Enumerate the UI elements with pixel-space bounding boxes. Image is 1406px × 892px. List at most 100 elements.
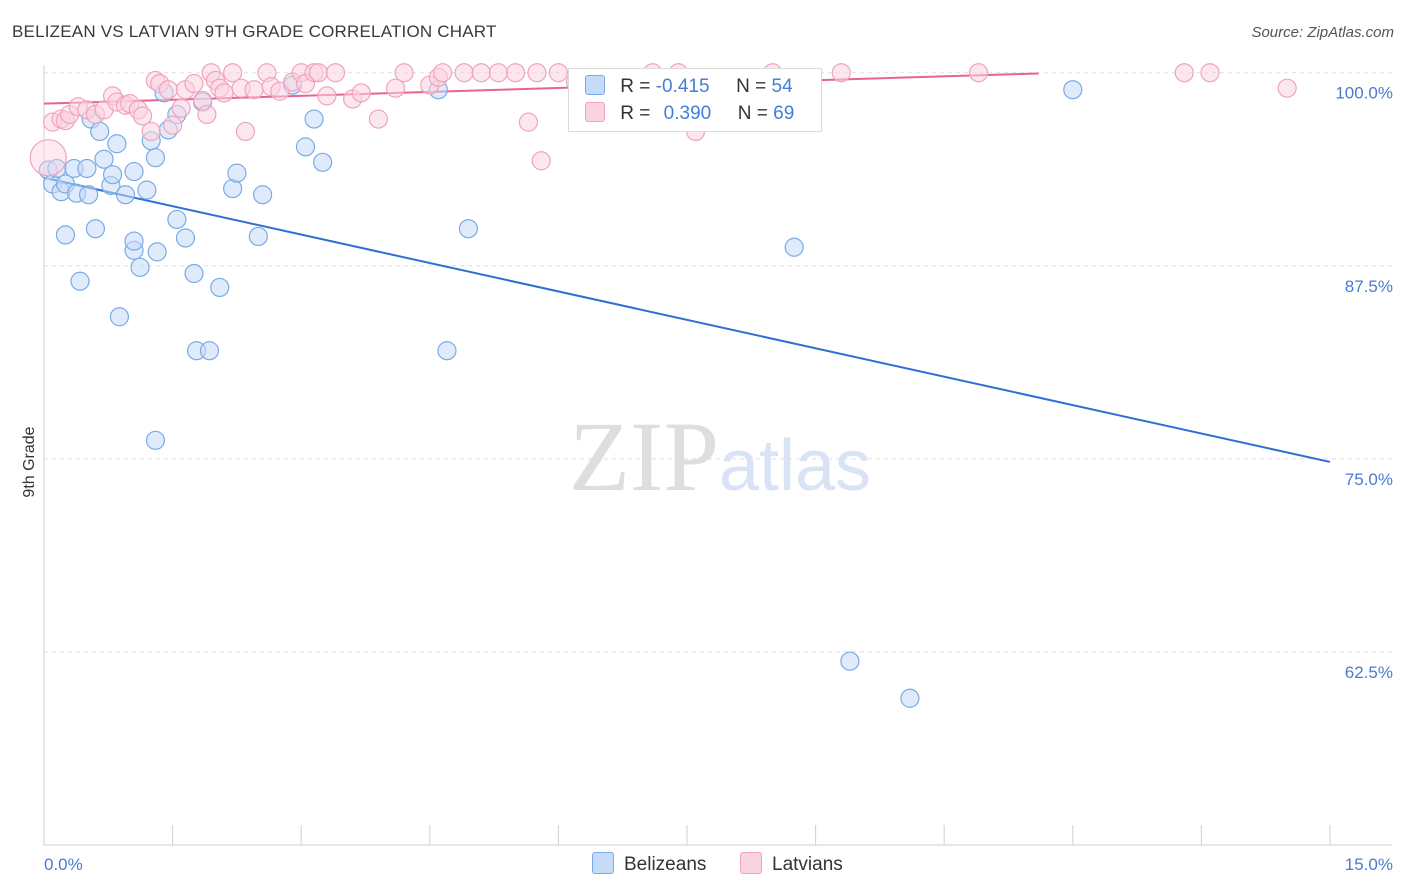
point-belizeans <box>130 257 150 277</box>
point-belizeans <box>840 651 860 671</box>
point-latvians <box>197 104 217 125</box>
point-belizeans <box>124 161 144 182</box>
point-belizeans <box>175 228 196 248</box>
legend-label-latvians: Latvians <box>772 854 843 875</box>
point-latvians <box>214 83 234 103</box>
point-latvians <box>394 63 414 83</box>
point-latvians <box>831 63 851 83</box>
point-latvians <box>968 63 989 83</box>
series-legend: Belizeans Latvians <box>0 852 1406 878</box>
legend-item-latvians: Latvians <box>740 852 843 876</box>
legend-r-value: 0.390 <box>663 103 712 124</box>
chart-title: BELIZEAN VS LATVIAN 9TH GRADE CORRELATIO… <box>12 22 497 41</box>
x-tick-label: 0.0% <box>44 855 83 874</box>
point-belizeans <box>253 185 273 205</box>
trendline-belizeans <box>43 176 1331 463</box>
stats-legend: R = -0.415 N = 54 R = 0.390 N = 69 <box>568 68 822 132</box>
point-latvians <box>141 121 161 142</box>
point-belizeans <box>437 341 457 361</box>
point-belizeans <box>458 219 478 239</box>
point-latvians <box>351 83 371 103</box>
point-latvians <box>244 80 264 100</box>
point-belizeans <box>304 109 324 129</box>
point-latvians <box>368 109 388 129</box>
point-latvians <box>454 63 474 83</box>
point-latvians <box>163 115 183 135</box>
point-belizeans <box>784 237 804 257</box>
point-latvians <box>471 63 491 83</box>
point-belizeans <box>295 137 316 157</box>
point-latvians <box>325 63 346 83</box>
point-belizeans <box>313 152 333 172</box>
ticklabel-layer: 100.0% 87.5% 75.0% 62.5% 0.0% 15.0% <box>44 84 1393 874</box>
point-belizeans <box>102 165 123 185</box>
point-latvians <box>433 63 453 83</box>
point-latvians <box>270 81 290 101</box>
point-belizeans <box>137 180 157 200</box>
legend-n-value: 54 <box>771 76 793 97</box>
point-latvians <box>132 106 153 126</box>
point-latvians <box>158 80 178 100</box>
point-belizeans <box>107 134 127 154</box>
point-latvians <box>29 139 67 177</box>
point-belizeans <box>115 185 136 205</box>
legend-swatch-latvians <box>740 852 762 874</box>
y-tick-label: 100.0% <box>1335 84 1393 103</box>
legend-row-latvians: R = 0.390 N = 69 <box>585 102 794 126</box>
legend-swatch-latvians <box>585 102 605 122</box>
legend-swatch-belizeans <box>592 852 614 874</box>
point-belizeans <box>90 121 110 142</box>
grid-layer <box>44 72 1392 653</box>
y-tick-label: 62.5% <box>1345 663 1393 682</box>
point-belizeans <box>184 263 204 284</box>
point-belizeans <box>124 231 144 251</box>
point-belizeans <box>199 341 220 361</box>
point-latvians <box>171 98 191 118</box>
point-latvians <box>308 63 328 83</box>
point-latvians <box>548 63 569 83</box>
point-latvians <box>235 121 256 142</box>
point-belizeans <box>78 185 99 205</box>
point-belizeans <box>55 225 76 245</box>
point-belizeans <box>85 219 106 239</box>
points-layer <box>29 63 1297 708</box>
legend-n-label: N = <box>737 103 768 124</box>
point-latvians <box>1174 63 1194 83</box>
legend-item-belizeans: Belizeans <box>592 852 706 876</box>
point-belizeans <box>70 271 90 291</box>
point-latvians <box>518 112 538 132</box>
legend-n-label: N = <box>736 76 767 97</box>
x-tick-label: 15.0% <box>1345 855 1393 874</box>
legend-r-value: -0.415 <box>655 76 710 97</box>
watermark: ZIPatlas <box>569 401 871 512</box>
point-belizeans <box>145 148 166 168</box>
point-latvians <box>505 63 526 83</box>
point-latvians <box>488 63 508 83</box>
point-belizeans <box>167 209 187 230</box>
point-belizeans <box>1063 80 1083 100</box>
legend-label-belizeans: Belizeans <box>624 854 707 875</box>
point-latvians <box>531 151 551 171</box>
point-latvians <box>1200 63 1220 83</box>
legend-swatch-belizeans <box>585 75 605 95</box>
legend-r-label: R = <box>620 76 651 97</box>
point-belizeans <box>94 149 114 169</box>
point-belizeans <box>248 226 268 247</box>
legend-r-label: R = <box>620 103 651 124</box>
point-belizeans <box>109 307 130 327</box>
point-belizeans <box>210 277 230 298</box>
axis-layer <box>43 65 1392 846</box>
point-belizeans <box>900 688 920 708</box>
point-belizeans <box>147 242 167 262</box>
point-latvians <box>527 63 547 83</box>
point-belizeans <box>227 163 247 183</box>
legend-n-value: 69 <box>773 103 795 124</box>
point-latvians <box>1277 78 1297 98</box>
point-latvians <box>317 86 337 106</box>
chart-source: Source: ZipAtlas.com <box>1251 24 1394 41</box>
point-latvians <box>223 63 243 83</box>
y-axis-label: 9th Grade <box>21 426 38 497</box>
point-belizeans <box>145 430 166 450</box>
legend-row-belizeans: R = -0.415 N = 54 <box>585 75 793 99</box>
